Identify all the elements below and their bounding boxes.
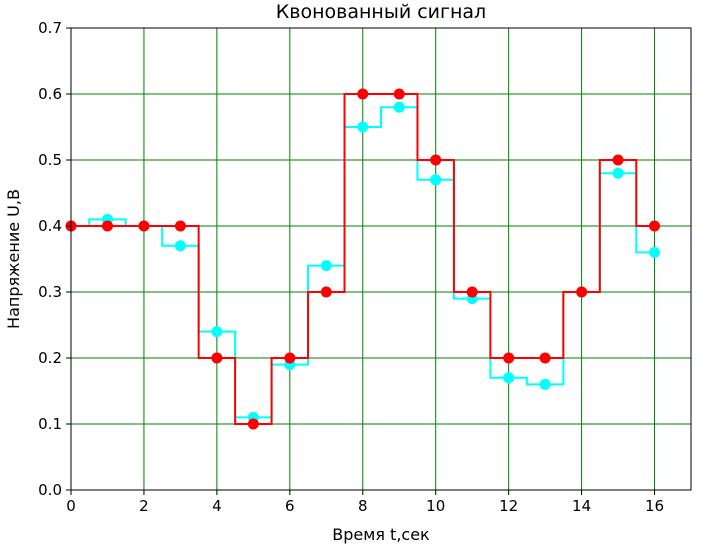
- x-tick-label: 16: [645, 497, 664, 515]
- x-tick-label: 14: [572, 497, 591, 515]
- y-tick-label: 0.3: [38, 283, 62, 301]
- y-tick-label: 0.6: [38, 85, 62, 103]
- x-tick-label: 0: [66, 497, 76, 515]
- series-1-point: [174, 240, 186, 252]
- series-2-point: [430, 154, 442, 166]
- chart-title: Квонованный сигнал: [276, 1, 486, 23]
- x-tick-label: 6: [285, 497, 295, 515]
- series-2-point: [466, 286, 478, 298]
- series-2-point: [357, 88, 369, 100]
- series-1-point: [612, 167, 624, 179]
- series-1-point: [393, 101, 405, 113]
- series-2-step-line: [71, 93, 655, 425]
- x-tick-label: 4: [212, 497, 222, 515]
- series-1-point: [503, 372, 515, 384]
- series-2-point: [576, 286, 588, 298]
- series-2-point: [284, 352, 296, 364]
- x-tick-label: 10: [426, 497, 445, 515]
- y-tick-label: 0.5: [38, 151, 62, 169]
- series-2-point: [211, 352, 223, 364]
- series-1-point: [320, 260, 332, 272]
- series-2-point: [612, 154, 624, 166]
- series-2-point: [247, 418, 259, 430]
- series-1-point: [357, 121, 369, 133]
- y-tick-label: 0.4: [38, 217, 62, 235]
- y-tick-label: 0.0: [38, 481, 62, 499]
- series-2-point: [539, 352, 551, 364]
- x-tick-label: 12: [499, 497, 518, 515]
- plot-frame: [70, 27, 692, 491]
- series-2-point: [174, 220, 186, 232]
- ticks: 0 2 4 6 8 10 12 14 16 0.0 0.1 0.2 0.3 0.4 0.5 0.6 0.7: [38, 19, 664, 515]
- series-2-point: [503, 352, 515, 364]
- series-2-point: [649, 220, 661, 232]
- series-1-point: [211, 326, 223, 338]
- series-2-point: [320, 286, 332, 298]
- series-2-point: [101, 220, 113, 232]
- series-1-point: [430, 174, 442, 186]
- series-points: [65, 88, 661, 430]
- series-1-point: [539, 378, 551, 390]
- x-tick-label: 8: [358, 497, 368, 515]
- x-tick-label: 2: [139, 497, 149, 515]
- series-2-point: [393, 88, 405, 100]
- y-axis-label: Напряжение U,В: [4, 189, 23, 329]
- series-2-point: [138, 220, 150, 232]
- x-axis-label: Время t,сек: [332, 525, 430, 544]
- series-1-point: [649, 246, 661, 258]
- y-tick-label: 0.7: [38, 19, 62, 37]
- y-tick-label: 0.2: [38, 349, 62, 367]
- y-tick-label: 0.1: [38, 415, 62, 433]
